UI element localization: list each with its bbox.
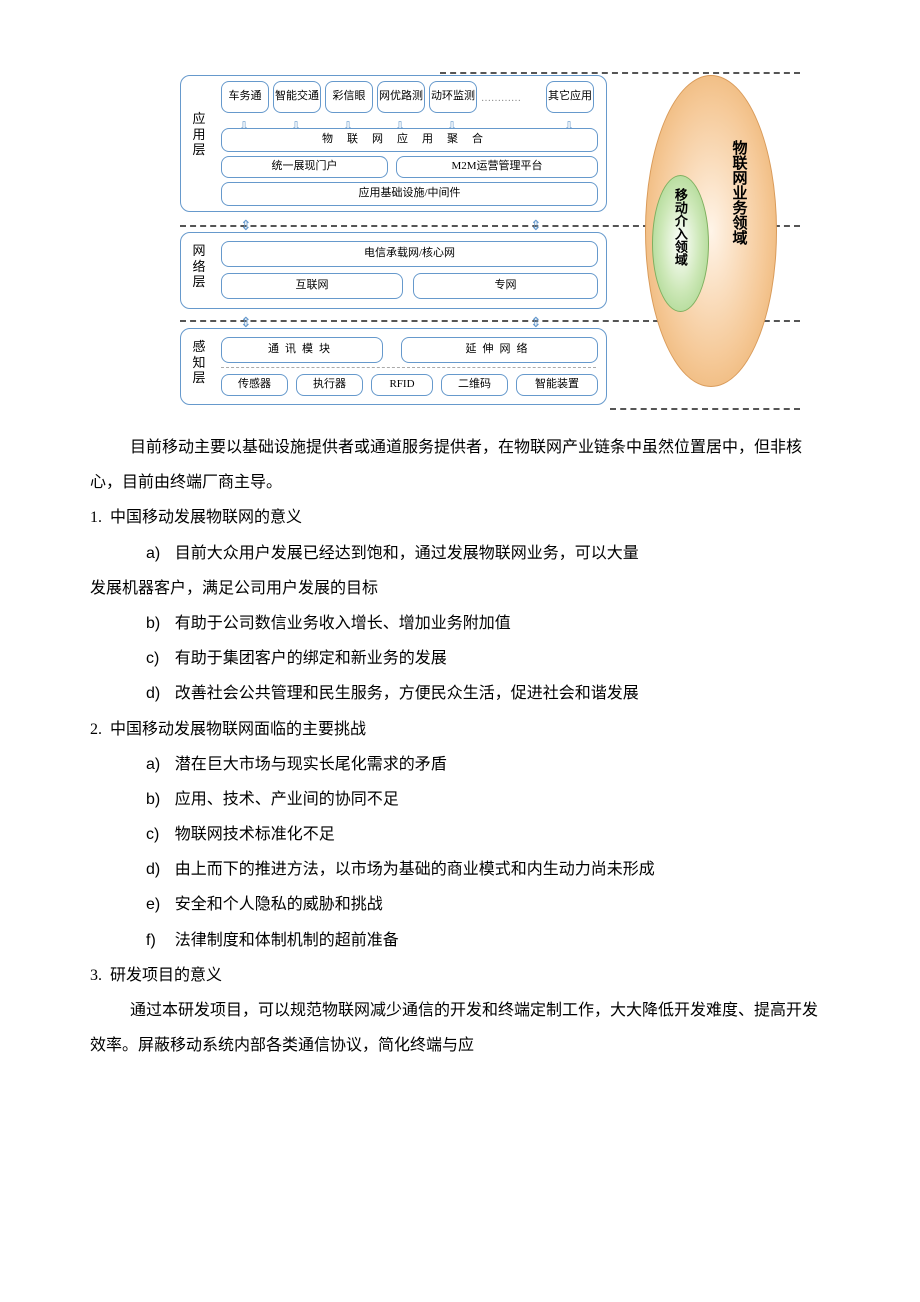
app-aggregation: 物联网应用聚合: [221, 128, 598, 152]
app-layer: 应用层 车务通 智能交通 彩信眼 网优路测 动环监测 ………… 其它应用 ⇩ ⇩…: [180, 75, 607, 212]
section-3-paragraph: 通过本研发项目，可以规范物联网减少通信的开发和终端定制工作，大大降低开发难度、提…: [90, 993, 830, 1063]
sense-bottom-box: RFID: [371, 374, 433, 396]
list-item: a)目前大众用户发展已经达到饱和，通过发展物联网业务，可以大量: [90, 536, 830, 571]
infra-box: 应用基础设施/中间件: [221, 182, 598, 206]
sense-layer: 感知层 通讯模块 延伸网络 传感器 执行器 RFID 二维码 智能装置: [180, 328, 607, 405]
app-box: 网优路测: [377, 81, 425, 113]
section-3-title: 3. 研发项目的意义: [90, 958, 830, 993]
sense-layer-label: 感知层: [189, 339, 209, 386]
sense-bottom-box: 智能装置: [516, 374, 598, 396]
app-box: 车务通: [221, 81, 269, 113]
inner-ellipse-label: 移动介入领域: [671, 188, 688, 266]
private-net-box: 专网: [413, 273, 598, 299]
dashed-line: [440, 72, 800, 74]
list-item: d)改善社会公共管理和民生服务，方便民众生活，促进社会和谐发展: [90, 676, 830, 711]
comm-module-box: 通讯模块: [221, 337, 383, 363]
list-item: f)法律制度和体制机制的超前准备: [90, 923, 830, 958]
core-net-box: 电信承载网/核心网: [221, 241, 598, 267]
ext-net-box: 延伸网络: [401, 337, 598, 363]
net-layer: 网络层 电信承载网/核心网 互联网 专网: [180, 232, 607, 309]
dots: …………: [481, 88, 521, 110]
list-item: b)有助于公司数信业务收入增长、增加业务附加值: [90, 606, 830, 641]
list-item: c)有助于集团客户的绑定和新业务的发展: [90, 641, 830, 676]
list-item: a)潜在巨大市场与现实长尾化需求的矛盾: [90, 747, 830, 782]
sense-bottom-box: 二维码: [441, 374, 508, 396]
portal-box: 统一展现门户: [221, 156, 388, 178]
architecture-diagram: 应用层 车务通 智能交通 彩信眼 网优路测 动环监测 ………… 其它应用 ⇩ ⇩…: [180, 70, 800, 410]
dashed-line: [610, 408, 800, 410]
app-box: 智能交通: [273, 81, 321, 113]
intro-paragraph: 目前移动主要以基础设施提供者或通道服务提供者，在物联网产业链条中虽然位置居中，但…: [90, 430, 830, 500]
internet-box: 互联网: [221, 273, 403, 299]
sense-bottom-box: 执行器: [296, 374, 363, 396]
app-layer-label: 应用层: [189, 111, 209, 158]
app-box: 彩信眼: [325, 81, 373, 113]
sense-bottom-box: 传感器: [221, 374, 288, 396]
app-box-other: 其它应用: [546, 81, 594, 113]
section-1-title: 1. 中国移动发展物联网的意义: [90, 500, 830, 535]
section-2-title: 2. 中国移动发展物联网面临的主要挑战: [90, 712, 830, 747]
outer-ellipse-label: 物联网业务领域: [728, 140, 748, 245]
list-item-cont: 发展机器客户，满足公司用户发展的目标: [90, 571, 830, 606]
app-box: 动环监测: [429, 81, 477, 113]
list-item: d)由上而下的推进方法，以市场为基础的商业模式和内生动力尚未形成: [90, 852, 830, 887]
list-item: b)应用、技术、产业间的协同不足: [90, 782, 830, 817]
dashed-inner: [221, 367, 596, 368]
m2m-box: M2M运营管理平台: [396, 156, 598, 178]
list-item: c)物联网技术标准化不足: [90, 817, 830, 852]
list-item: e)安全和个人隐私的威胁和挑战: [90, 887, 830, 922]
net-layer-label: 网络层: [189, 243, 209, 290]
